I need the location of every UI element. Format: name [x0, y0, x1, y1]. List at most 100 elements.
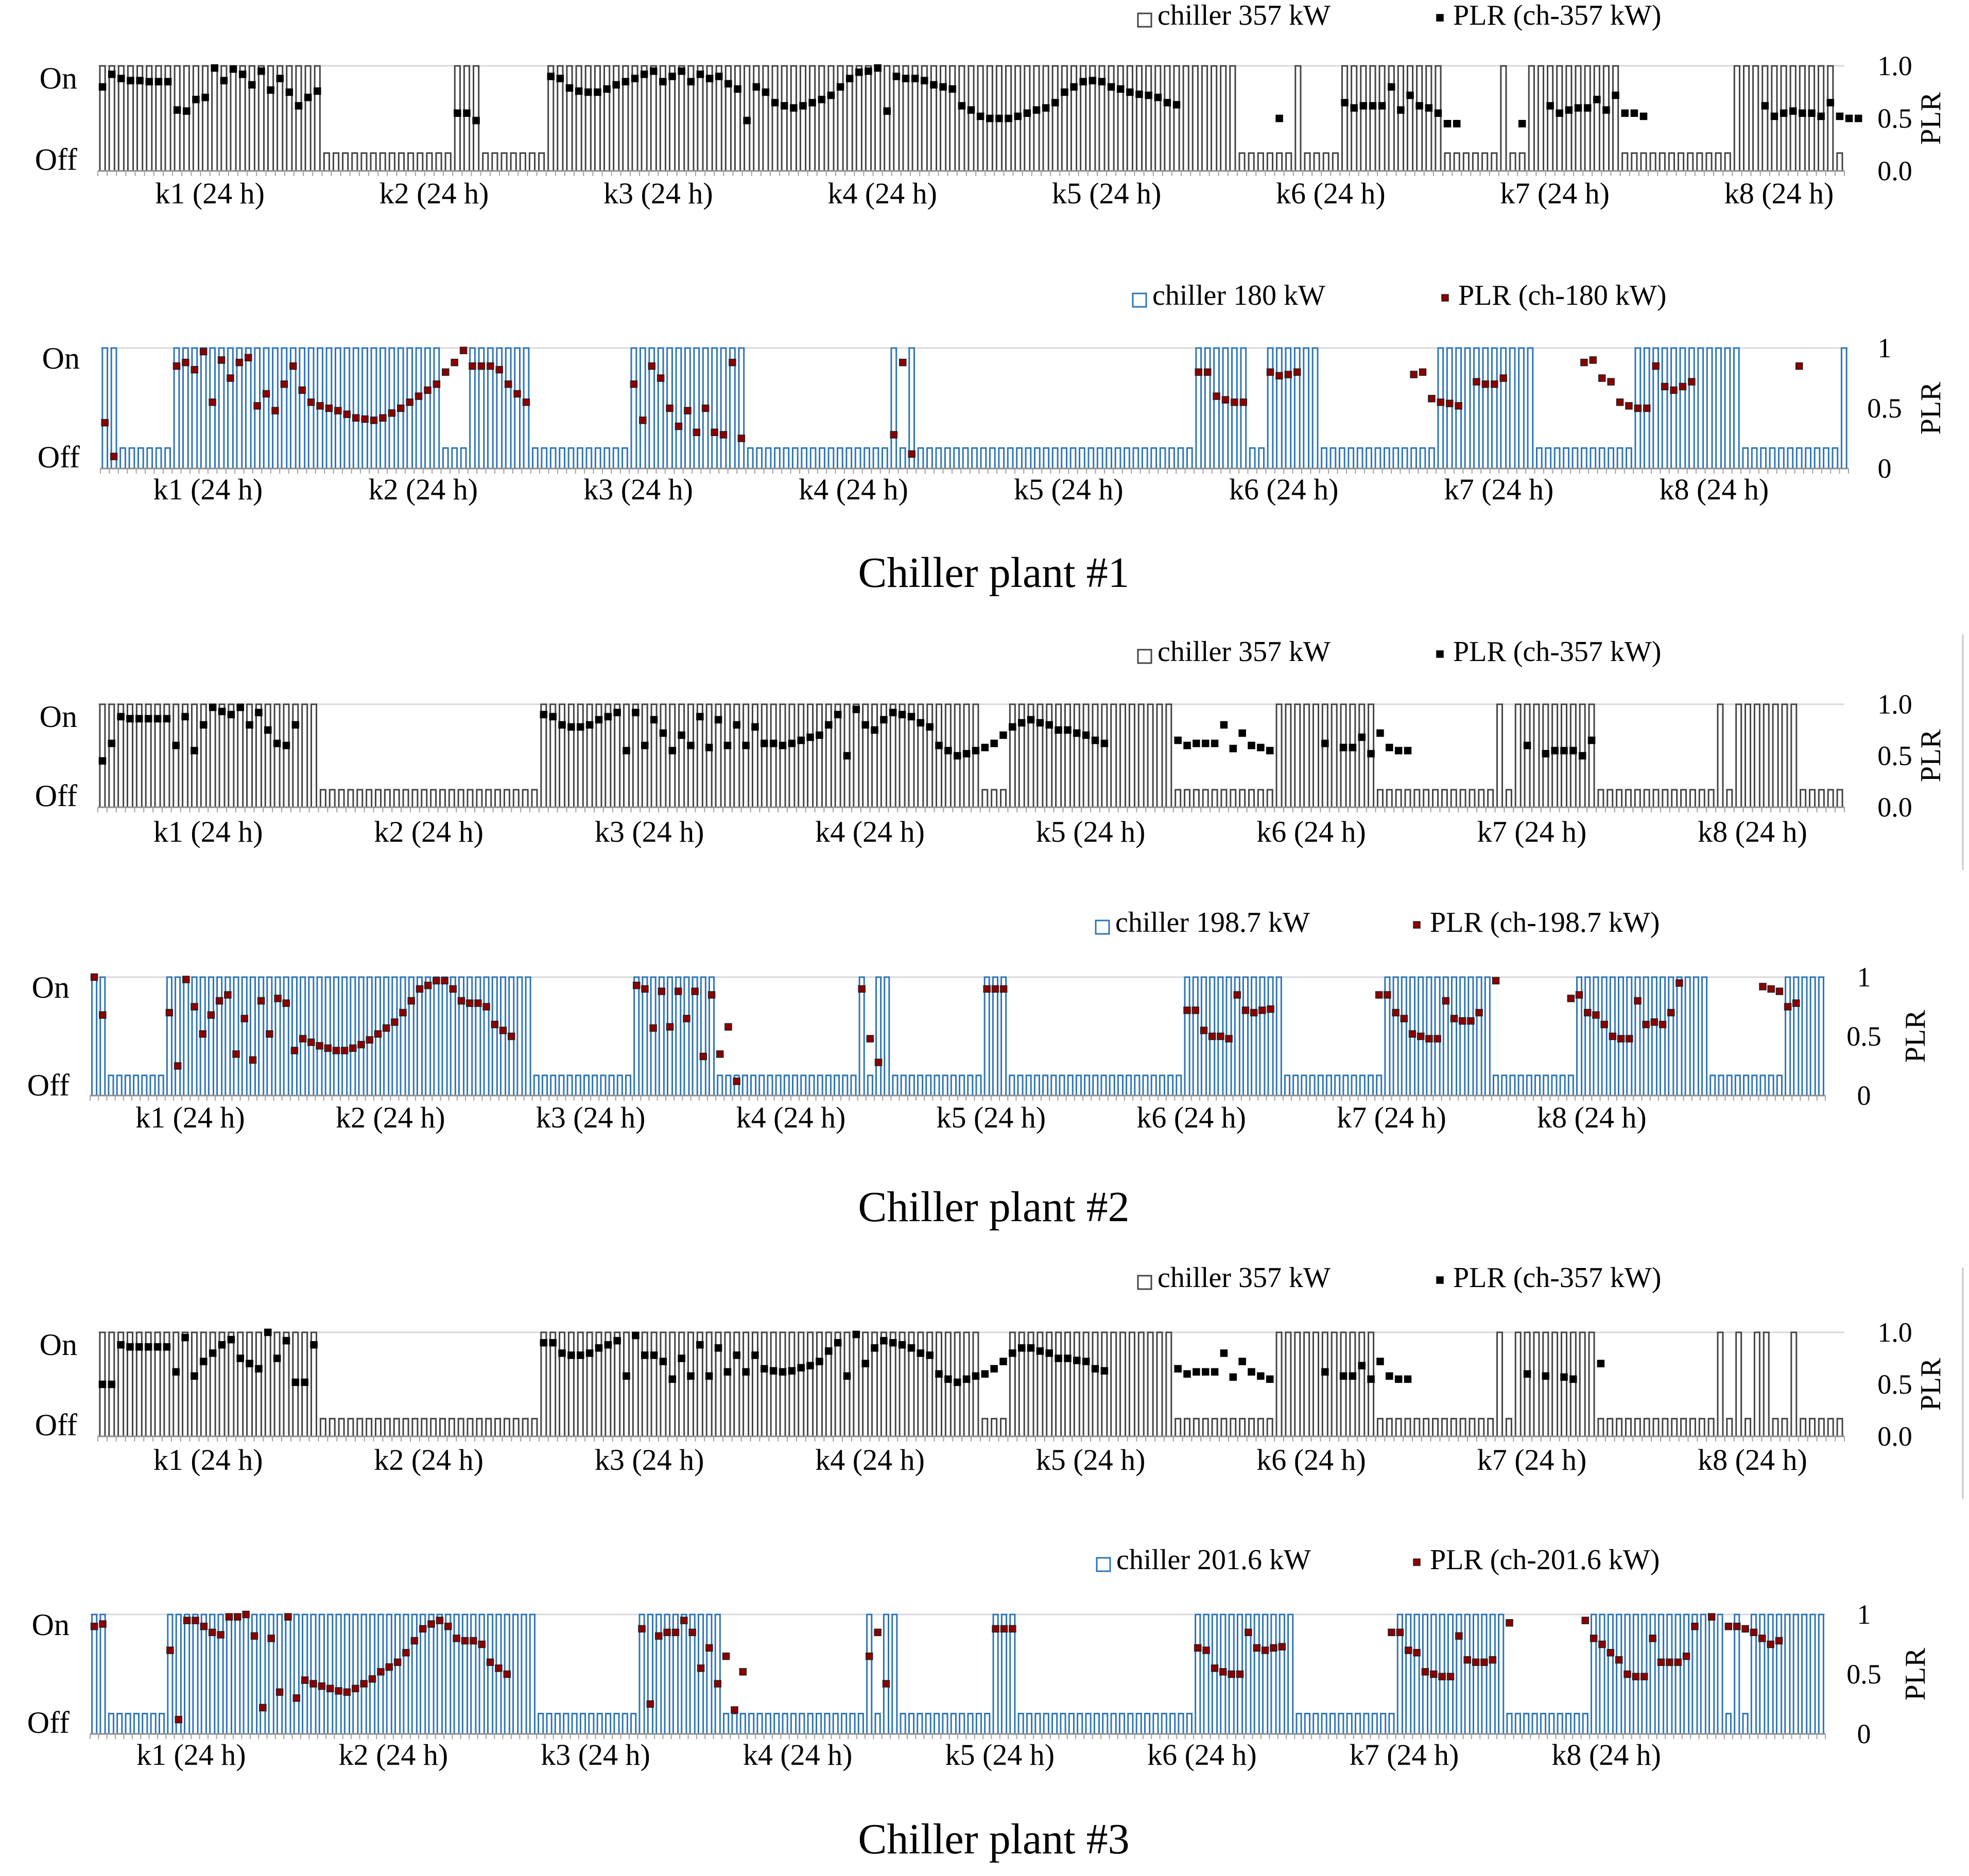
status-bar [1601, 976, 1608, 1097]
plr-marker [540, 710, 548, 719]
plr-marker [871, 1344, 878, 1352]
plr-marker [1275, 114, 1283, 123]
status-bar [146, 447, 153, 470]
status-bar [1459, 789, 1466, 808]
status-bar [1127, 1713, 1134, 1735]
day-label: k8 (24 h) [1537, 1101, 1647, 1134]
plr-marker [788, 1367, 796, 1375]
status-bar [411, 789, 419, 808]
plr-marker [1107, 83, 1115, 91]
status-bar [849, 1713, 856, 1735]
plr-marker [806, 1362, 814, 1369]
plr-marker [1546, 102, 1554, 110]
status-bar [1533, 703, 1540, 808]
status-bar [1742, 65, 1750, 172]
status-bar [314, 65, 321, 172]
plr-marker [110, 453, 118, 460]
plr-marker [752, 83, 761, 91]
plr-marker [1258, 1006, 1266, 1014]
status-bar [1292, 1074, 1299, 1097]
status-bar [592, 1074, 598, 1097]
status-bar [1257, 789, 1264, 808]
status-bar [1132, 447, 1139, 470]
status-bar [310, 1613, 317, 1735]
legend-marker-swatch [1436, 1276, 1444, 1284]
plr-marker [731, 1706, 738, 1714]
status-bar [1733, 65, 1740, 172]
plr-marker [1758, 1635, 1766, 1642]
status-bar [255, 703, 262, 808]
status-bar [863, 447, 870, 470]
status-bar [771, 65, 779, 172]
status-bar [1545, 447, 1552, 470]
plr-marker [1607, 378, 1615, 386]
plr-marker [1201, 739, 1210, 748]
status-bar [621, 447, 628, 470]
plr-marker [1200, 1027, 1208, 1034]
plr-marker [1621, 109, 1629, 117]
plr-marker [567, 1351, 575, 1359]
status-bar [430, 789, 437, 808]
status-bar [1395, 789, 1402, 808]
status-bar [1785, 976, 1791, 1097]
legend-bar-swatch [1096, 1557, 1111, 1572]
plr-marker [630, 380, 638, 388]
status-bar [1102, 1713, 1109, 1735]
legend-marker-swatch [1436, 650, 1444, 658]
plr-marker [1386, 1372, 1393, 1380]
day-label: k8 (24 h) [1551, 1738, 1661, 1771]
plr-marker [1376, 1358, 1384, 1365]
plr-marker [825, 1347, 833, 1355]
plr-marker [1266, 1375, 1274, 1383]
status-bar [935, 447, 942, 470]
plr-marker [613, 708, 621, 717]
plr-marker [200, 1358, 208, 1365]
status-bar [541, 1074, 548, 1097]
status-bar [1046, 703, 1053, 808]
plr-marker [836, 83, 844, 91]
status-bar [1469, 789, 1476, 808]
status-bar [500, 152, 508, 172]
status-bar [209, 347, 216, 470]
plr-marker [705, 743, 713, 752]
status-bar [1597, 1418, 1604, 1437]
status-bar [783, 447, 790, 470]
plr-tick-label: 0.5 [1867, 393, 1902, 424]
plr-marker [461, 1637, 469, 1645]
status-bar [1524, 703, 1531, 808]
plr-marker [255, 1365, 263, 1373]
status-bar [209, 1331, 216, 1437]
day-label: k4 (24 h) [736, 1101, 846, 1134]
status-bar [566, 65, 573, 172]
status-bar [246, 1331, 253, 1437]
status-bar [1248, 152, 1255, 172]
status-bar [1553, 447, 1561, 470]
plr-marker [577, 723, 584, 731]
status-bar [559, 447, 566, 470]
status-bar [781, 65, 788, 172]
plr-marker [98, 757, 107, 765]
status-bar [731, 1713, 738, 1735]
plr-marker [958, 102, 966, 110]
status-bar [281, 347, 288, 470]
status-bar [1487, 789, 1494, 808]
plr-marker [217, 1631, 224, 1639]
plr-marker [1506, 1619, 1513, 1627]
status-bar [1084, 1074, 1091, 1097]
plr-marker [182, 358, 189, 367]
status-bar [1270, 1613, 1277, 1735]
status-bar [1416, 65, 1423, 172]
status-bar [1285, 347, 1292, 470]
plr-axis-title: PLR [1899, 1010, 1931, 1063]
status-bar [1649, 152, 1656, 172]
status-bar [984, 1713, 991, 1735]
status-bar [1698, 1418, 1705, 1437]
plr-marker [183, 107, 191, 115]
plr-marker [154, 78, 163, 85]
status-bar [1356, 447, 1363, 470]
status-bar [1276, 347, 1283, 470]
status-bar [1671, 789, 1678, 808]
status-bar [467, 789, 474, 808]
status-bar [1231, 347, 1238, 470]
